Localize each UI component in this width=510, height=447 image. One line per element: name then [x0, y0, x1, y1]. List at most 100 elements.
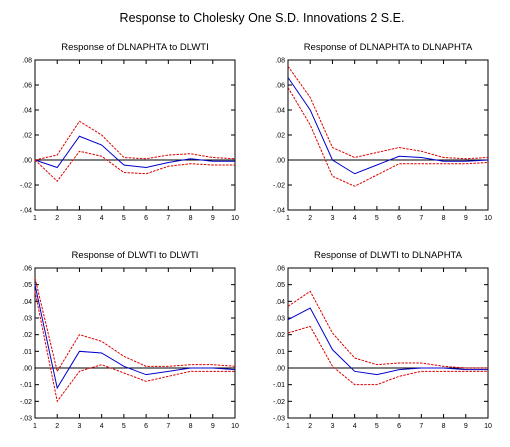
x-tick-label: 4: [353, 215, 357, 222]
x-tick-label: 3: [77, 423, 81, 430]
x-tick-label: 9: [211, 215, 215, 222]
y-tick-label: -.02: [20, 399, 32, 406]
x-tick-label: 8: [442, 423, 446, 430]
x-tick-label: 10: [484, 423, 492, 430]
y-tick-label: -.03: [20, 416, 32, 423]
panel-title: Response of DLWTI to DLNAPHTA: [314, 250, 463, 261]
x-tick-label: 2: [308, 423, 312, 430]
y-tick-label: .04: [22, 299, 32, 306]
x-tick-label: 1: [33, 423, 37, 430]
y-tick-label: .03: [22, 316, 32, 323]
x-tick-label: 9: [464, 423, 468, 430]
x-tick-label: 8: [442, 215, 446, 222]
x-tick-label: 1: [286, 215, 290, 222]
x-tick-label: 2: [308, 215, 312, 222]
band-line-lower: [34, 150, 235, 183]
x-tick-label: 6: [144, 423, 148, 430]
y-tick-label: -.03: [273, 416, 285, 423]
x-tick-label: 7: [419, 215, 423, 222]
x-tick-label: 7: [166, 215, 170, 222]
x-tick-label: 5: [375, 423, 379, 430]
y-tick-label: -.04: [273, 208, 285, 215]
x-tick-label: 6: [397, 423, 401, 430]
x-tick-label: 8: [189, 215, 193, 222]
response-line: [287, 77, 489, 175]
y-tick-label: -.02: [273, 399, 285, 406]
x-tick-label: 5: [375, 215, 379, 222]
y-tick-label: .02: [22, 332, 32, 339]
x-tick-label: 2: [55, 215, 59, 222]
band-line-upper: [287, 290, 488, 369]
y-tick-label: .00: [22, 158, 32, 165]
plot-frame: [34, 267, 236, 419]
panel-2: Response of DLNAPHTA to DLNAPHTA -.04 -.02…: [273, 42, 492, 222]
y-tick-label: .08: [22, 58, 32, 65]
x-tick-label: 6: [144, 215, 148, 222]
y-tick-label: .06: [275, 266, 285, 273]
x-tick-label: 3: [330, 423, 334, 430]
x-tick-label: 8: [189, 423, 193, 430]
x-tick-label: 7: [419, 423, 423, 430]
panel-title: Response of DLNAPHTA to DLNAPHTA: [304, 42, 473, 53]
band-line-upper: [34, 277, 236, 373]
x-tick-label: 9: [211, 423, 215, 430]
x-tick-label: 10: [231, 423, 239, 430]
y-tick-label: .00: [22, 366, 32, 373]
panel-4: Response of DLWTI to DLNAPHTA -.03 -.02 -.0…: [273, 250, 492, 430]
x-tick-label: 1: [286, 423, 290, 430]
y-tick-label: -.04: [20, 208, 32, 215]
y-tick-label: .06: [22, 266, 32, 273]
x-tick-label: 10: [231, 215, 239, 222]
y-tick-label: .02: [275, 332, 285, 339]
x-tick-label: 5: [122, 423, 126, 430]
y-tick-label: .04: [275, 108, 285, 115]
panel-title: Response of DLNAPHTA to DLWTI: [61, 42, 208, 53]
x-tick-label: 2: [55, 423, 59, 430]
x-tick-label: 6: [397, 215, 401, 222]
main-title: Response to Cholesky One S.D. Innovation…: [120, 11, 405, 25]
y-tick-label: .01: [22, 349, 32, 356]
y-tick-label: .04: [22, 108, 32, 115]
x-tick-label: 5: [122, 215, 126, 222]
x-tick-label: 10: [484, 215, 492, 222]
panel-3: Response of DLWTI to DLWTI -.03 -.02 -.01 .0…: [20, 250, 239, 430]
response-line: [34, 284, 236, 390]
y-tick-label: .02: [275, 133, 285, 140]
band-line-lower: [287, 325, 488, 386]
y-tick-label: .08: [275, 58, 285, 65]
y-tick-label: -.02: [273, 183, 285, 190]
y-tick-label: .05: [22, 282, 32, 289]
plot-frame: [34, 59, 236, 211]
x-tick-label: 4: [100, 423, 104, 430]
y-tick-label: .06: [22, 83, 32, 90]
band-line-upper: [34, 120, 236, 161]
panel-1: Response of DLNAPHTA to DLWTI -.04 -.02 .00…: [20, 42, 239, 222]
x-tick-label: 3: [330, 215, 334, 222]
y-tick-label: .03: [275, 316, 285, 323]
plot-frame: [287, 267, 489, 419]
x-tick-label: 7: [166, 423, 170, 430]
y-tick-label: .00: [275, 158, 285, 165]
plot-frame: [287, 59, 489, 211]
response-line: [287, 307, 488, 376]
y-tick-label: .01: [275, 349, 285, 356]
x-tick-label: 9: [464, 215, 468, 222]
y-tick-label: -.02: [20, 183, 32, 190]
response-line: [34, 135, 235, 169]
x-tick-label: 4: [353, 423, 357, 430]
y-tick-label: -.01: [20, 382, 32, 389]
panels: Response of DLNAPHTA to DLWTI -.04 -.02 .00…: [20, 42, 492, 430]
y-tick-label: .05: [275, 282, 285, 289]
x-tick-label: 3: [77, 215, 81, 222]
band-line-lower: [34, 291, 235, 403]
band-line-lower: [287, 87, 489, 187]
band-line-upper: [287, 65, 489, 160]
panel-title: Response of DLWTI to DLWTI: [72, 250, 199, 261]
y-tick-label: .04: [275, 299, 285, 306]
y-tick-label: .02: [22, 133, 32, 140]
y-tick-label: -.01: [273, 382, 285, 389]
y-tick-label: .00: [275, 366, 285, 373]
x-tick-label: 4: [100, 215, 104, 222]
y-tick-label: .06: [275, 83, 285, 90]
